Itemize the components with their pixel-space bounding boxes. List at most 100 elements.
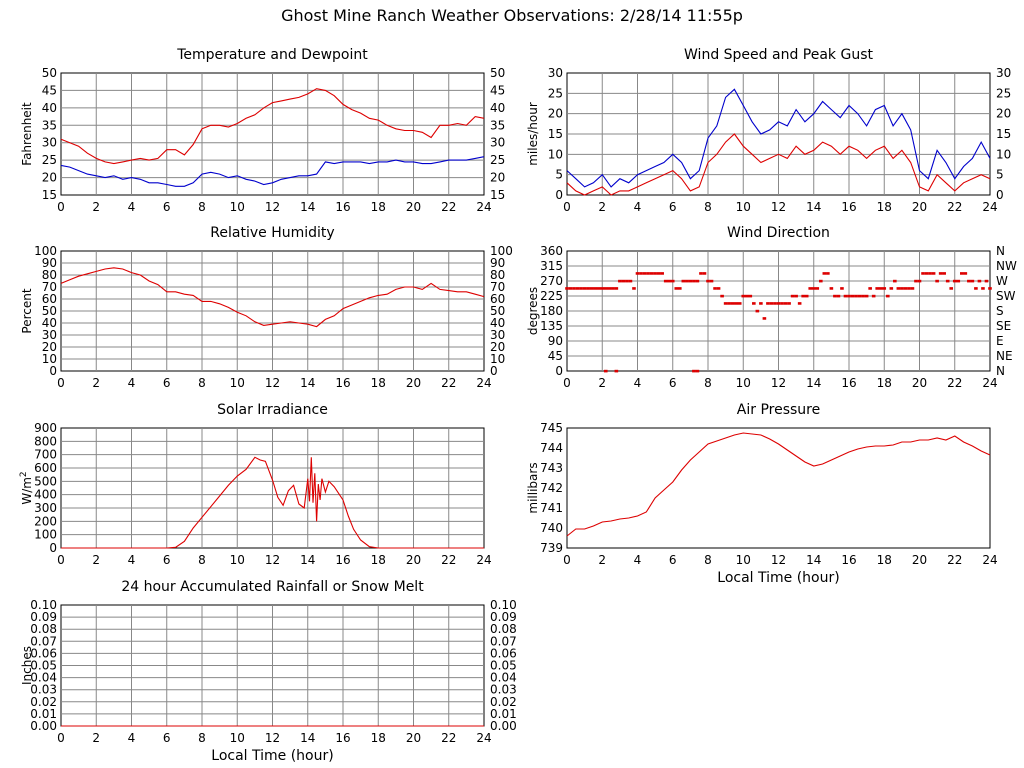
wind_direction-point (734, 302, 738, 305)
wind_speed-ytick-label: 15 (548, 127, 563, 141)
rainfall-right-tick-label: 0.02 (490, 695, 517, 709)
wind_direction-xtick-label: 22 (947, 376, 962, 390)
wind_direction-point (681, 279, 686, 283)
solar-xtick-label: 8 (198, 553, 206, 567)
wind_direction-point (804, 294, 809, 298)
solar-xtick-label: 12 (265, 553, 280, 567)
temperature-xtick-label: 14 (300, 200, 315, 214)
temperature-xtick-label: 12 (265, 200, 280, 214)
rainfall-xtick-label: 16 (335, 731, 350, 745)
wind_direction-xtick-label: 14 (806, 376, 821, 390)
wind_direction-point (878, 287, 883, 290)
solar-xtick-label: 6 (163, 553, 171, 567)
wind_direction-point (847, 294, 851, 298)
temperature-xtick-label: 20 (406, 200, 421, 214)
wind_speed-xtick-label: 6 (669, 200, 677, 214)
humidity-right-tick-label: 50 (490, 304, 505, 318)
wind_direction-point (935, 279, 939, 283)
solar-xtick-label: 2 (92, 553, 100, 567)
wind_direction-point (593, 287, 597, 290)
wind_direction-point (956, 279, 961, 283)
wind_direction-point (755, 309, 760, 313)
solar-ytick-label: 600 (34, 461, 57, 475)
wind_direction-point (797, 302, 802, 305)
wind_speed-ytick-label: 10 (548, 147, 563, 161)
wind_speed-series-line-1 (566, 88, 991, 188)
wind_direction-right-tick-label: NW (996, 259, 1017, 273)
rainfall-right-tick-label: 0.04 (490, 671, 517, 685)
pressure-xtick-label: 10 (736, 553, 751, 567)
wind_speed-ytick-label: 30 (548, 66, 563, 80)
wind_direction-point (766, 302, 770, 305)
wind_direction-point (988, 287, 992, 290)
rainfall-right-tick-label: 0.03 (490, 683, 517, 697)
humidity-xtick-label: 2 (92, 376, 100, 390)
wind_direction-point (603, 369, 608, 373)
wind_direction-point (674, 287, 679, 290)
humidity-ytick-label: 50 (42, 304, 57, 318)
wind_direction-point (900, 287, 904, 290)
wind_direction-point (896, 287, 901, 290)
solar-xtick-label: 10 (230, 553, 245, 567)
rainfall-right-tick-label: 0.07 (490, 634, 517, 648)
solar-title: Solar Irradiance (217, 402, 328, 418)
rainfall-ytick-label: 0.07 (30, 634, 57, 648)
wind_direction-point (854, 294, 858, 298)
wind_direction-ylabel: degrees (526, 287, 540, 335)
rainfall-ylabel: Inches (20, 646, 34, 685)
solar-xtick-label: 22 (441, 553, 456, 567)
wind_direction-point (889, 287, 894, 290)
wind_direction-point (914, 279, 918, 283)
wind_direction-point (801, 294, 805, 298)
wind_direction-point (974, 287, 978, 290)
humidity-right-tick-label: 0 (490, 364, 498, 378)
wind_speed-title: Wind Speed and Peak Gust (684, 47, 873, 63)
solar-ytick-label: 300 (34, 501, 57, 515)
wind_direction-right-tick-label: N (996, 244, 1005, 258)
wind_direction-point (970, 279, 975, 283)
wind_direction-point (773, 302, 777, 305)
rainfall-ytick-label: 0.00 (30, 719, 57, 733)
humidity-xtick-label: 12 (265, 376, 280, 390)
wind_direction-right-tick-label: E (996, 334, 1004, 348)
humidity-title: Relative Humidity (210, 225, 334, 241)
wind_direction-point (967, 279, 971, 283)
wind_direction-point (790, 294, 795, 298)
humidity-xtick-label: 8 (198, 376, 206, 390)
rainfall-right-tick-label: 0.08 (490, 622, 517, 636)
pressure-xtick-label: 20 (912, 553, 927, 567)
rainfall-xlabel: Local Time (hour) (211, 748, 333, 764)
wind_direction-point (727, 302, 731, 305)
wind_direction-point (614, 287, 619, 290)
temperature-ytick-label: 35 (42, 118, 57, 132)
temperature-xtick-label: 10 (230, 200, 245, 214)
humidity-right-tick-label: 80 (490, 268, 505, 282)
wind_direction-point (572, 287, 576, 290)
wind_direction-point (787, 302, 791, 305)
page-title: Ghost Mine Ranch Weather Observations: 2… (281, 6, 743, 25)
temperature-xtick-label: 16 (335, 200, 350, 214)
wind_direction-xtick-label: 12 (771, 376, 786, 390)
wind_direction-point (780, 302, 784, 305)
rainfall-ytick-label: 0.01 (30, 707, 57, 721)
rainfall-xtick-label: 14 (300, 731, 315, 745)
wind_direction-point (568, 287, 573, 290)
rainfall-ytick-label: 0.08 (30, 622, 57, 636)
wind_direction-point (695, 279, 700, 283)
solar-ytick-label: 900 (34, 421, 57, 435)
wind_direction-point (706, 279, 710, 283)
wind_direction-point (843, 294, 848, 298)
rainfall-ytick-label: 0.05 (30, 659, 57, 673)
wind_direction-right-tick-label: S (996, 304, 1004, 318)
wind_direction-point (685, 279, 689, 283)
solar-ytick-label: 200 (34, 514, 57, 528)
rainfall-xtick-label: 10 (230, 731, 245, 745)
wind_speed-xtick-label: 14 (806, 200, 821, 214)
wind_direction-point (653, 272, 657, 275)
wind_direction-point (783, 302, 788, 305)
wind_direction-xtick-label: 16 (841, 376, 856, 390)
solar-xtick-label: 16 (335, 553, 350, 567)
wind_direction-point (607, 287, 612, 290)
humidity-right-tick-label: 100 (490, 244, 513, 258)
wind_direction-point (829, 287, 834, 290)
